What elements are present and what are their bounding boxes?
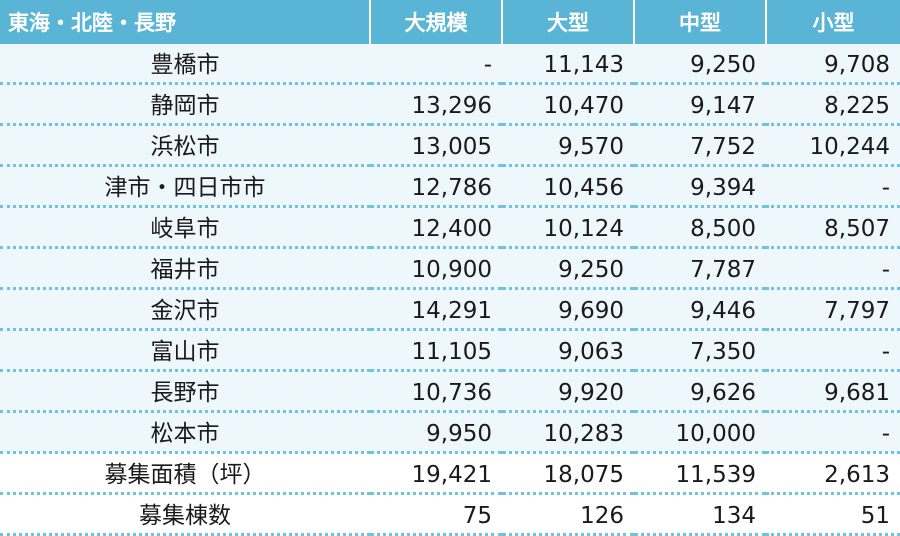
value-cell: 9,626 bbox=[634, 370, 766, 413]
value-cell: 9,920 bbox=[502, 370, 634, 413]
value-cell: 13,296 bbox=[370, 83, 502, 126]
value-cell: 51 bbox=[766, 493, 900, 536]
table-row: 富山市 11,105 9,063 7,350 - bbox=[0, 329, 900, 372]
table-row: 福井市 10,900 9,250 7,787 - bbox=[0, 247, 900, 290]
city-name: 長野市 bbox=[0, 370, 370, 413]
value-cell: 9,446 bbox=[634, 288, 766, 331]
value-cell: 7,752 bbox=[634, 124, 766, 167]
value-cell: 9,570 bbox=[502, 124, 634, 167]
value-cell: 8,500 bbox=[634, 206, 766, 249]
table-row: 浜松市 13,005 9,570 7,752 10,244 bbox=[0, 124, 900, 167]
header-small: 小型 bbox=[765, 0, 900, 44]
city-name: 津市・四日市市 bbox=[0, 165, 370, 208]
value-cell: 7,787 bbox=[634, 247, 766, 290]
value-cell: 7,350 bbox=[634, 329, 766, 372]
value-cell: - bbox=[766, 329, 900, 372]
value-cell: - bbox=[766, 165, 900, 208]
value-cell: 126 bbox=[502, 493, 634, 536]
header-row: 東海・北陸・長野 大規模 大型 中型 小型 bbox=[0, 0, 900, 44]
value-cell: 10,456 bbox=[502, 165, 634, 208]
city-name: 静岡市 bbox=[0, 83, 370, 126]
summary-row-count: 募集棟数 75 126 134 51 bbox=[0, 493, 900, 536]
table-row: 長野市 10,736 9,920 9,626 9,681 bbox=[0, 370, 900, 413]
table-row: 岐阜市 12,400 10,124 8,500 8,507 bbox=[0, 206, 900, 249]
value-cell: 9,394 bbox=[634, 165, 766, 208]
value-cell: 2,613 bbox=[766, 452, 900, 495]
city-name: 福井市 bbox=[0, 247, 370, 290]
value-cell: 18,075 bbox=[502, 452, 634, 495]
value-cell: 9,950 bbox=[370, 411, 502, 454]
table-row: 静岡市 13,296 10,470 9,147 8,225 bbox=[0, 83, 900, 126]
value-cell: 9,250 bbox=[502, 247, 634, 290]
value-cell: 10,470 bbox=[502, 83, 634, 126]
city-name: 豊橋市 bbox=[0, 44, 370, 85]
summary-label: 募集面積（坪） bbox=[0, 452, 370, 495]
table-row: 津市・四日市市 12,786 10,456 9,394 - bbox=[0, 165, 900, 208]
value-cell: 9,063 bbox=[502, 329, 634, 372]
header-very-large: 大規模 bbox=[369, 0, 502, 44]
header-region: 東海・北陸・長野 bbox=[0, 0, 370, 44]
value-cell: 8,507 bbox=[766, 206, 900, 249]
value-cell: 9,250 bbox=[634, 44, 766, 85]
value-cell: 11,539 bbox=[634, 452, 766, 495]
header-large: 大型 bbox=[501, 0, 634, 44]
value-cell: 13,005 bbox=[370, 124, 502, 167]
city-name: 浜松市 bbox=[0, 124, 370, 167]
value-cell: - bbox=[370, 44, 502, 85]
table-row: 金沢市 14,291 9,690 9,446 7,797 bbox=[0, 288, 900, 331]
value-cell: 9,147 bbox=[634, 83, 766, 126]
value-cell: - bbox=[766, 247, 900, 290]
value-cell: 134 bbox=[634, 493, 766, 536]
table-row: 松本市 9,950 10,283 10,000 - bbox=[0, 411, 900, 454]
value-cell: 10,244 bbox=[766, 124, 900, 167]
city-name: 松本市 bbox=[0, 411, 370, 454]
value-cell: 12,786 bbox=[370, 165, 502, 208]
value-cell: 10,736 bbox=[370, 370, 502, 413]
value-cell: 10,124 bbox=[502, 206, 634, 249]
value-cell: 10,283 bbox=[502, 411, 634, 454]
value-cell: 9,681 bbox=[766, 370, 900, 413]
value-cell: 9,690 bbox=[502, 288, 634, 331]
value-cell: 11,143 bbox=[502, 44, 634, 85]
value-cell: 8,225 bbox=[766, 83, 900, 126]
table-row: 豊橋市 - 11,143 9,250 9,708 bbox=[0, 44, 900, 85]
value-cell: 14,291 bbox=[370, 288, 502, 331]
value-cell: 9,708 bbox=[766, 44, 900, 85]
value-cell: 12,400 bbox=[370, 206, 502, 249]
value-cell: 10,900 bbox=[370, 247, 502, 290]
value-cell: 75 bbox=[370, 493, 502, 536]
value-cell: 10,000 bbox=[634, 411, 766, 454]
city-name: 岐阜市 bbox=[0, 206, 370, 249]
header-medium: 中型 bbox=[633, 0, 766, 44]
value-cell: 11,105 bbox=[370, 329, 502, 372]
value-cell: - bbox=[766, 411, 900, 454]
summary-row-area: 募集面積（坪） 19,421 18,075 11,539 2,613 bbox=[0, 452, 900, 495]
city-name: 富山市 bbox=[0, 329, 370, 372]
city-name: 金沢市 bbox=[0, 288, 370, 331]
value-cell: 19,421 bbox=[370, 452, 502, 495]
value-cell: 7,797 bbox=[766, 288, 900, 331]
summary-label: 募集棟数 bbox=[0, 493, 370, 536]
